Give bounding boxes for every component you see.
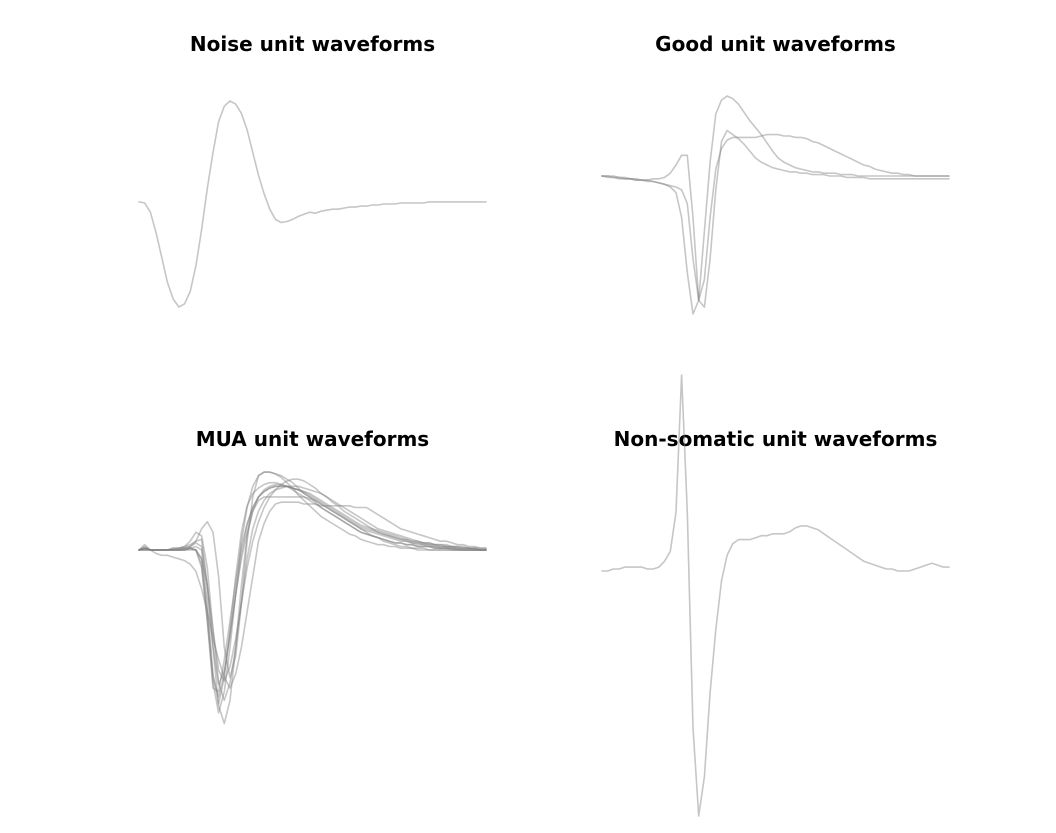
mua-chart-title: MUA unit waveforms bbox=[195, 427, 430, 451]
nonsomatic-waveform-plot bbox=[601, 374, 950, 817]
nonsomatic-waveform-line-1 bbox=[601, 374, 950, 817]
mua-waveform-line-10 bbox=[138, 471, 487, 714]
good-waveform-line-1 bbox=[601, 95, 950, 315]
nonsomatic-chart-title: Non-somatic unit waveforms bbox=[613, 427, 938, 451]
mua-waveform-line-6 bbox=[138, 485, 487, 702]
good-chart-title: Good unit waveforms bbox=[655, 32, 896, 56]
mua-waveform-line-8 bbox=[138, 485, 487, 693]
mua-waveform-line-7 bbox=[138, 481, 487, 705]
good-waveform-line-2 bbox=[601, 129, 950, 308]
mua-waveform-line-1 bbox=[138, 501, 487, 689]
noise-chart-title: Noise unit waveforms bbox=[189, 32, 436, 56]
mua-waveform-line-2 bbox=[138, 471, 487, 679]
noise-waveform-line-1 bbox=[138, 100, 487, 308]
mua-waveform-plot bbox=[138, 471, 487, 725]
mua-waveform-line-3 bbox=[138, 496, 487, 725]
noise-waveform-plot bbox=[138, 100, 487, 308]
good-waveform-plot bbox=[601, 95, 950, 315]
mua-waveform-line-5 bbox=[138, 483, 487, 698]
good-waveform-line-3 bbox=[601, 133, 950, 301]
mua-waveform-line-9 bbox=[138, 485, 487, 686]
mua-waveform-line-4 bbox=[138, 478, 487, 682]
